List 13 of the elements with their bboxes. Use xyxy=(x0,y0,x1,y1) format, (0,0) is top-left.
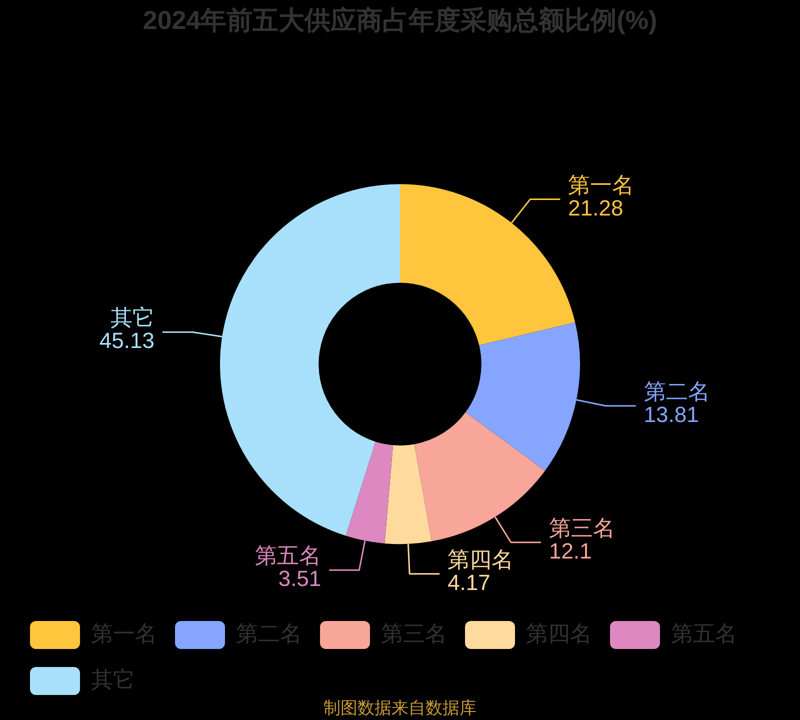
slice-label: 第三名 xyxy=(548,515,615,540)
data-label: 3.51 xyxy=(278,566,322,592)
slice-label: 第五名 xyxy=(255,543,322,568)
slice-label: 其它 xyxy=(110,305,154,330)
data-label: 13.81 xyxy=(644,402,699,427)
data-label: 12.1 xyxy=(548,538,592,564)
text: 制图数据来自数据库 xyxy=(324,698,476,718)
data-label: 21.28 xyxy=(568,195,624,220)
slice-label: 第四名 xyxy=(448,546,514,572)
data-label: 45.13 xyxy=(99,328,154,354)
slice-label: 第一名 xyxy=(568,172,634,198)
data-label: 4.17 xyxy=(448,570,490,595)
slice-label: 第二名 xyxy=(644,378,710,404)
